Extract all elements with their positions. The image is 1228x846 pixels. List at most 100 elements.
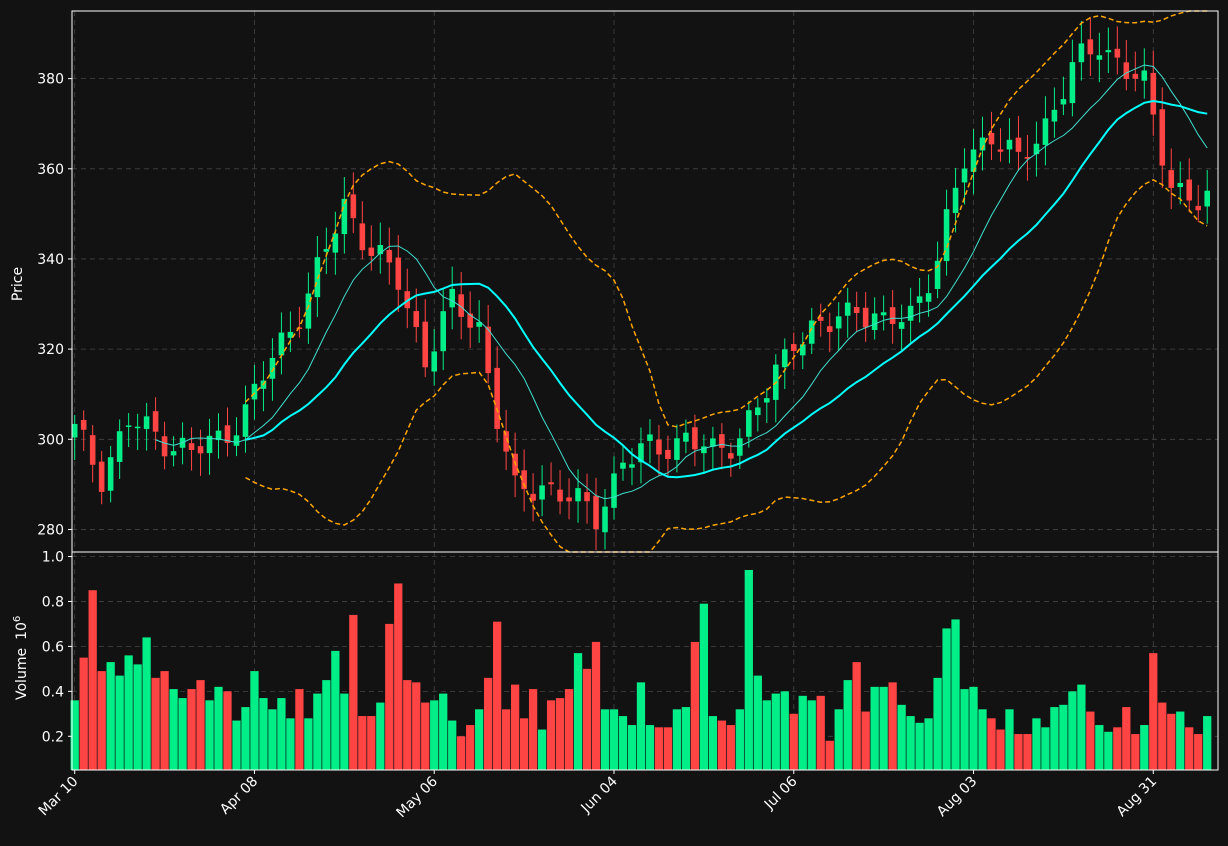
volume-bar xyxy=(331,650,340,770)
volume-bar xyxy=(699,603,709,770)
candles xyxy=(71,16,1211,551)
volume-bars xyxy=(70,569,1212,770)
volume-bar xyxy=(762,700,771,770)
candle-body xyxy=(566,497,572,502)
volume-bar xyxy=(1113,727,1122,770)
candle-body xyxy=(746,410,752,437)
volume-bar xyxy=(1122,707,1131,770)
volume-bar xyxy=(1176,711,1185,770)
volume-bar xyxy=(412,682,421,770)
candle-body xyxy=(638,443,644,463)
volume-bar xyxy=(502,709,511,770)
volume-bar xyxy=(133,664,142,770)
volume-bar xyxy=(484,677,493,770)
volume-bar xyxy=(1077,684,1086,770)
volume-bar xyxy=(1131,734,1140,770)
candle-body xyxy=(764,398,770,403)
volume-bar xyxy=(627,725,637,770)
volume-bar xyxy=(187,689,196,770)
volume-bar xyxy=(1185,727,1194,770)
candle-body xyxy=(1150,72,1157,115)
candle-body xyxy=(1177,182,1184,188)
candle-body xyxy=(1033,143,1040,155)
candle-body xyxy=(521,470,527,490)
candle-body xyxy=(683,432,689,442)
candle-body xyxy=(1105,50,1112,53)
candle-body xyxy=(269,357,276,379)
candle-body xyxy=(476,322,482,327)
volume-bar xyxy=(1050,707,1059,770)
volume-bar xyxy=(726,725,735,770)
volume-bar xyxy=(349,614,358,770)
candle-body xyxy=(395,257,402,290)
volume-bar xyxy=(996,729,1005,770)
candle-body xyxy=(341,198,348,235)
candle-body xyxy=(494,367,500,429)
volume-bar xyxy=(708,716,717,770)
volume-bar xyxy=(1059,704,1068,770)
volume-bar xyxy=(358,716,367,770)
volume-bar xyxy=(223,691,232,770)
price-tick-label: 300 xyxy=(37,432,64,448)
candle-body xyxy=(422,321,429,368)
candle-body xyxy=(970,149,977,172)
volume-bar xyxy=(807,700,816,770)
candle-body xyxy=(988,132,995,145)
volume-bar xyxy=(591,641,601,770)
volume-bar xyxy=(546,700,556,770)
volume-bar xyxy=(888,682,897,770)
volume-bar xyxy=(151,677,160,770)
price-tick-label: 320 xyxy=(37,342,64,358)
volume-bar xyxy=(573,653,583,770)
candle-body xyxy=(287,331,294,338)
candle-body xyxy=(134,426,141,429)
candle-body xyxy=(215,430,222,441)
candle-body xyxy=(1096,55,1103,60)
candle-body xyxy=(485,326,491,374)
volume-bar xyxy=(322,680,331,770)
volume-bar xyxy=(1104,731,1113,770)
volume-bar xyxy=(385,623,394,770)
volume-bar xyxy=(421,702,430,770)
candle-body xyxy=(143,416,150,430)
volume-bar xyxy=(448,720,457,770)
candle-body xyxy=(431,351,438,372)
volume-tick-label: 1.0 xyxy=(42,549,64,565)
volume-bar xyxy=(771,693,780,770)
volume-bar xyxy=(205,700,214,770)
candle-body xyxy=(665,449,671,460)
candle-body xyxy=(440,311,447,352)
candle-body xyxy=(80,419,87,430)
volume-bar xyxy=(690,641,700,770)
volume-bar xyxy=(1023,734,1032,770)
candle-body xyxy=(584,492,590,502)
candle-body xyxy=(1141,70,1148,81)
volume-bar xyxy=(106,662,115,770)
candle-body xyxy=(251,383,258,400)
candle-body xyxy=(503,431,509,452)
candle-body xyxy=(377,245,384,255)
candle-body xyxy=(898,322,905,329)
candle-body xyxy=(1204,190,1211,207)
candle-body xyxy=(943,209,950,262)
volume-bar xyxy=(160,671,169,770)
price-tick-label: 360 xyxy=(37,162,64,178)
candle-body xyxy=(737,438,743,456)
candle-body xyxy=(296,327,303,330)
candle-body xyxy=(575,488,581,502)
volume-bar xyxy=(313,693,322,770)
volume-bar xyxy=(897,704,906,770)
volume-bar xyxy=(115,675,124,770)
volume-bar xyxy=(645,725,655,770)
overlay-lines xyxy=(155,10,1208,553)
candle-body xyxy=(1024,156,1031,159)
volume-axis-multiplier: 10 xyxy=(14,622,30,640)
volume-bar xyxy=(466,725,475,770)
candle-body xyxy=(386,250,393,263)
volume-bar xyxy=(879,686,888,770)
candle-body xyxy=(728,453,734,459)
candle-body xyxy=(907,305,914,321)
volume-bar xyxy=(852,662,861,770)
